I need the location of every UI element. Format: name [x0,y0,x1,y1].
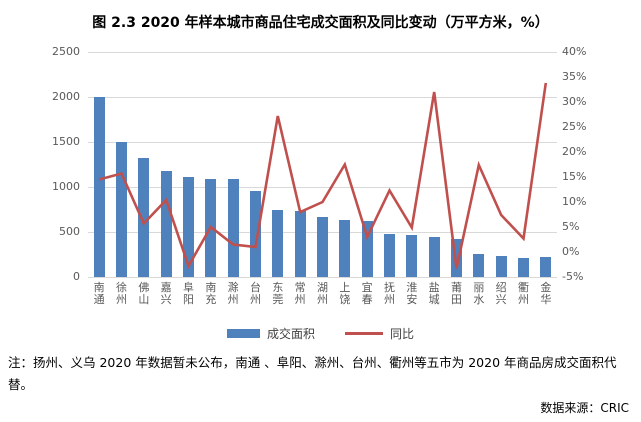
right-axis-tick-label: 40% [562,45,587,58]
x-axis-label: 湖州 [316,281,328,306]
x-axis-label: 常州 [294,281,306,306]
bar [272,210,284,277]
bar [317,217,328,277]
bar [406,235,418,277]
gridline [88,276,557,278]
x-axis-label: 阜阳 [182,281,194,306]
left-axis-tick-label: 500 [59,225,80,238]
right-axis-tick-label: 25% [562,120,587,133]
bar [250,190,261,277]
bar [451,238,462,277]
bar [160,171,172,277]
x-axis-label: 宜春 [361,281,373,306]
gridline [88,51,557,53]
right-axis-tick-label: 20% [562,145,587,158]
left-axis-tick-label: 1500 [52,135,80,148]
x-axis-label: 嘉兴 [160,281,172,306]
x-axis-label: 莆田 [450,281,462,306]
footnote: 注：扬州、义乌 2020 年数据暂未公布，南通 、阜阳、滁州、台州、衢州等五市为… [8,355,617,392]
x-axis-label: 丽水 [473,281,485,306]
bar [495,256,507,277]
gridline [88,141,557,143]
x-axis-label: 淮安 [406,281,418,306]
left-axis-tick-label: 2500 [52,45,80,58]
bar-swatch-icon [226,329,260,338]
x-axis-label: 绍兴 [495,281,507,306]
bar [116,142,127,277]
bar [339,219,351,277]
x-axis-label: 抚州 [383,281,395,306]
x-axis-label: 滁州 [227,281,239,306]
right-axis-tick-label: 30% [562,95,587,108]
gridline [88,186,557,188]
legend-item-yoy: 同比 [345,325,414,342]
bar [183,177,194,277]
x-axis-label: 东莞 [272,281,284,306]
plot-area [88,51,557,278]
x-axis-label: 南充 [205,281,217,306]
x-axis-label: 南通 [93,281,105,306]
x-axis-label: 衢州 [517,281,529,306]
right-axis-tick-label: 15% [562,170,587,183]
yoy-line [98,82,548,270]
left-axis-tick-label: 2000 [52,90,80,103]
right-axis-tick-label: 5% [562,220,580,233]
legend-item-area: 成交面积 [226,325,315,342]
left-axis-tick-label: 1000 [52,180,80,193]
bar [138,158,150,277]
yoy-line-layer [98,82,548,270]
bar [227,178,239,277]
right-axis-tick-label: 0% [562,245,580,258]
right-percent-axis: -5% 0% 5% 10% 15% 20% 25% 30% 35% 40% [562,46,608,283]
x-axis-label: 金华 [540,281,552,306]
legend: 成交面积 同比 [0,325,641,342]
x-axis-label: 台州 [249,281,261,306]
bar [384,233,395,277]
x-axis-label: 佛山 [138,281,150,306]
bar [473,253,485,277]
x-axis-label: 上饶 [339,281,351,306]
line-swatch-icon [345,332,383,335]
left-axis-tick-label: 0 [73,270,80,283]
legend-area-label: 成交面积 [266,327,315,341]
right-axis-tick-label: 10% [562,195,587,208]
data-source: 数据来源：CRIC [540,401,629,415]
bar [93,97,105,277]
bar [540,257,552,277]
right-axis-tick-label: -5% [562,270,584,283]
bar [361,220,373,277]
bar [428,237,440,277]
category-axis: 南通徐州佛山嘉兴阜阳南充滁州台州东莞常州湖州上饶宜春抚州淮安盐城莆田丽水绍兴衢州… [88,280,557,316]
chart-title: 图 2.3 2020 年样本城市商品住宅成交面积及同比变动（万平方米，%） [92,15,549,31]
bar [294,211,306,277]
gridline [88,96,557,98]
right-axis-tick-label: 35% [562,70,587,83]
x-axis-label: 盐城 [428,281,440,306]
bar [518,257,529,277]
legend-yoy-label: 同比 [390,327,415,341]
x-axis-label: 徐州 [115,281,127,306]
left-value-axis: 0 500 1000 1500 2000 2500 [28,46,80,283]
